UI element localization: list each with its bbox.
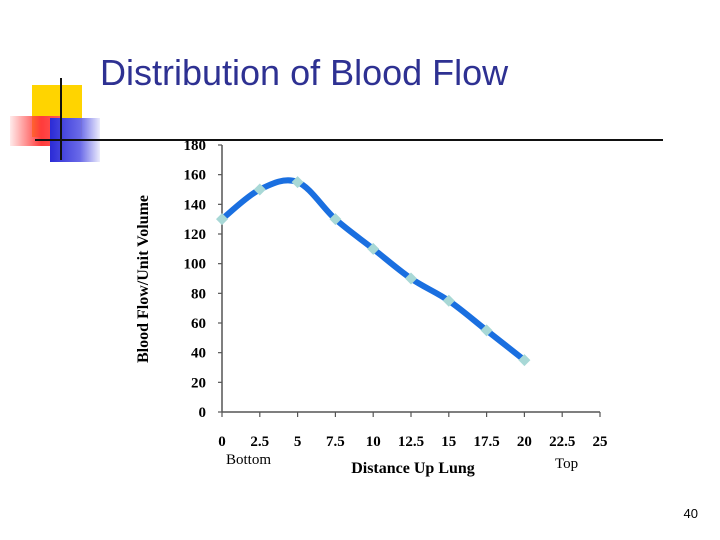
x-tick-label: 7.5 bbox=[326, 434, 345, 450]
data-point bbox=[405, 272, 417, 285]
slide-title: Distribution of Blood Flow bbox=[100, 52, 509, 93]
y-tick-label: 180 bbox=[184, 138, 207, 154]
x-tick-label: 20 bbox=[517, 434, 532, 450]
y-tick-label: 100 bbox=[184, 257, 207, 273]
bottom-label: Bottom bbox=[226, 452, 272, 468]
x-tick-label: 22.5 bbox=[549, 434, 575, 450]
title-underline bbox=[35, 139, 663, 141]
y-tick-label: 60 bbox=[191, 316, 206, 332]
y-tick-label: 140 bbox=[184, 197, 207, 213]
data-point bbox=[367, 242, 380, 255]
y-tick-label: 120 bbox=[184, 227, 207, 243]
x-tick-label: 10 bbox=[366, 434, 381, 450]
data-point bbox=[480, 324, 493, 337]
y-tick-label: 20 bbox=[191, 375, 206, 391]
x-tick-label: 2.5 bbox=[250, 434, 269, 450]
y-tick-label: 80 bbox=[191, 286, 206, 302]
data-point bbox=[253, 183, 266, 196]
top-label: Top bbox=[555, 456, 579, 472]
x-tick-label: 12.5 bbox=[398, 434, 424, 450]
x-tick-label: 17.5 bbox=[473, 434, 499, 450]
y-tick-label: 160 bbox=[184, 168, 207, 184]
decorative-vertical-line bbox=[60, 78, 62, 160]
data-point bbox=[518, 354, 531, 367]
x-tick-label: 15 bbox=[441, 434, 456, 450]
page-number: 40 bbox=[683, 506, 698, 521]
x-axis-title: Distance Up Lung bbox=[351, 460, 475, 477]
data-point bbox=[329, 213, 342, 226]
series-line bbox=[219, 177, 528, 364]
data-point bbox=[216, 213, 228, 226]
x-tick-label: 25 bbox=[593, 434, 608, 450]
x-tick-label: 0 bbox=[218, 434, 226, 450]
y-tick-label: 0 bbox=[199, 405, 207, 421]
x-tick-label: 5 bbox=[294, 434, 302, 450]
data-point bbox=[442, 294, 455, 307]
y-axis-title: Blood Flow/Unit Volume bbox=[135, 195, 152, 363]
y-tick-label: 40 bbox=[191, 346, 206, 362]
data-point bbox=[291, 176, 304, 189]
